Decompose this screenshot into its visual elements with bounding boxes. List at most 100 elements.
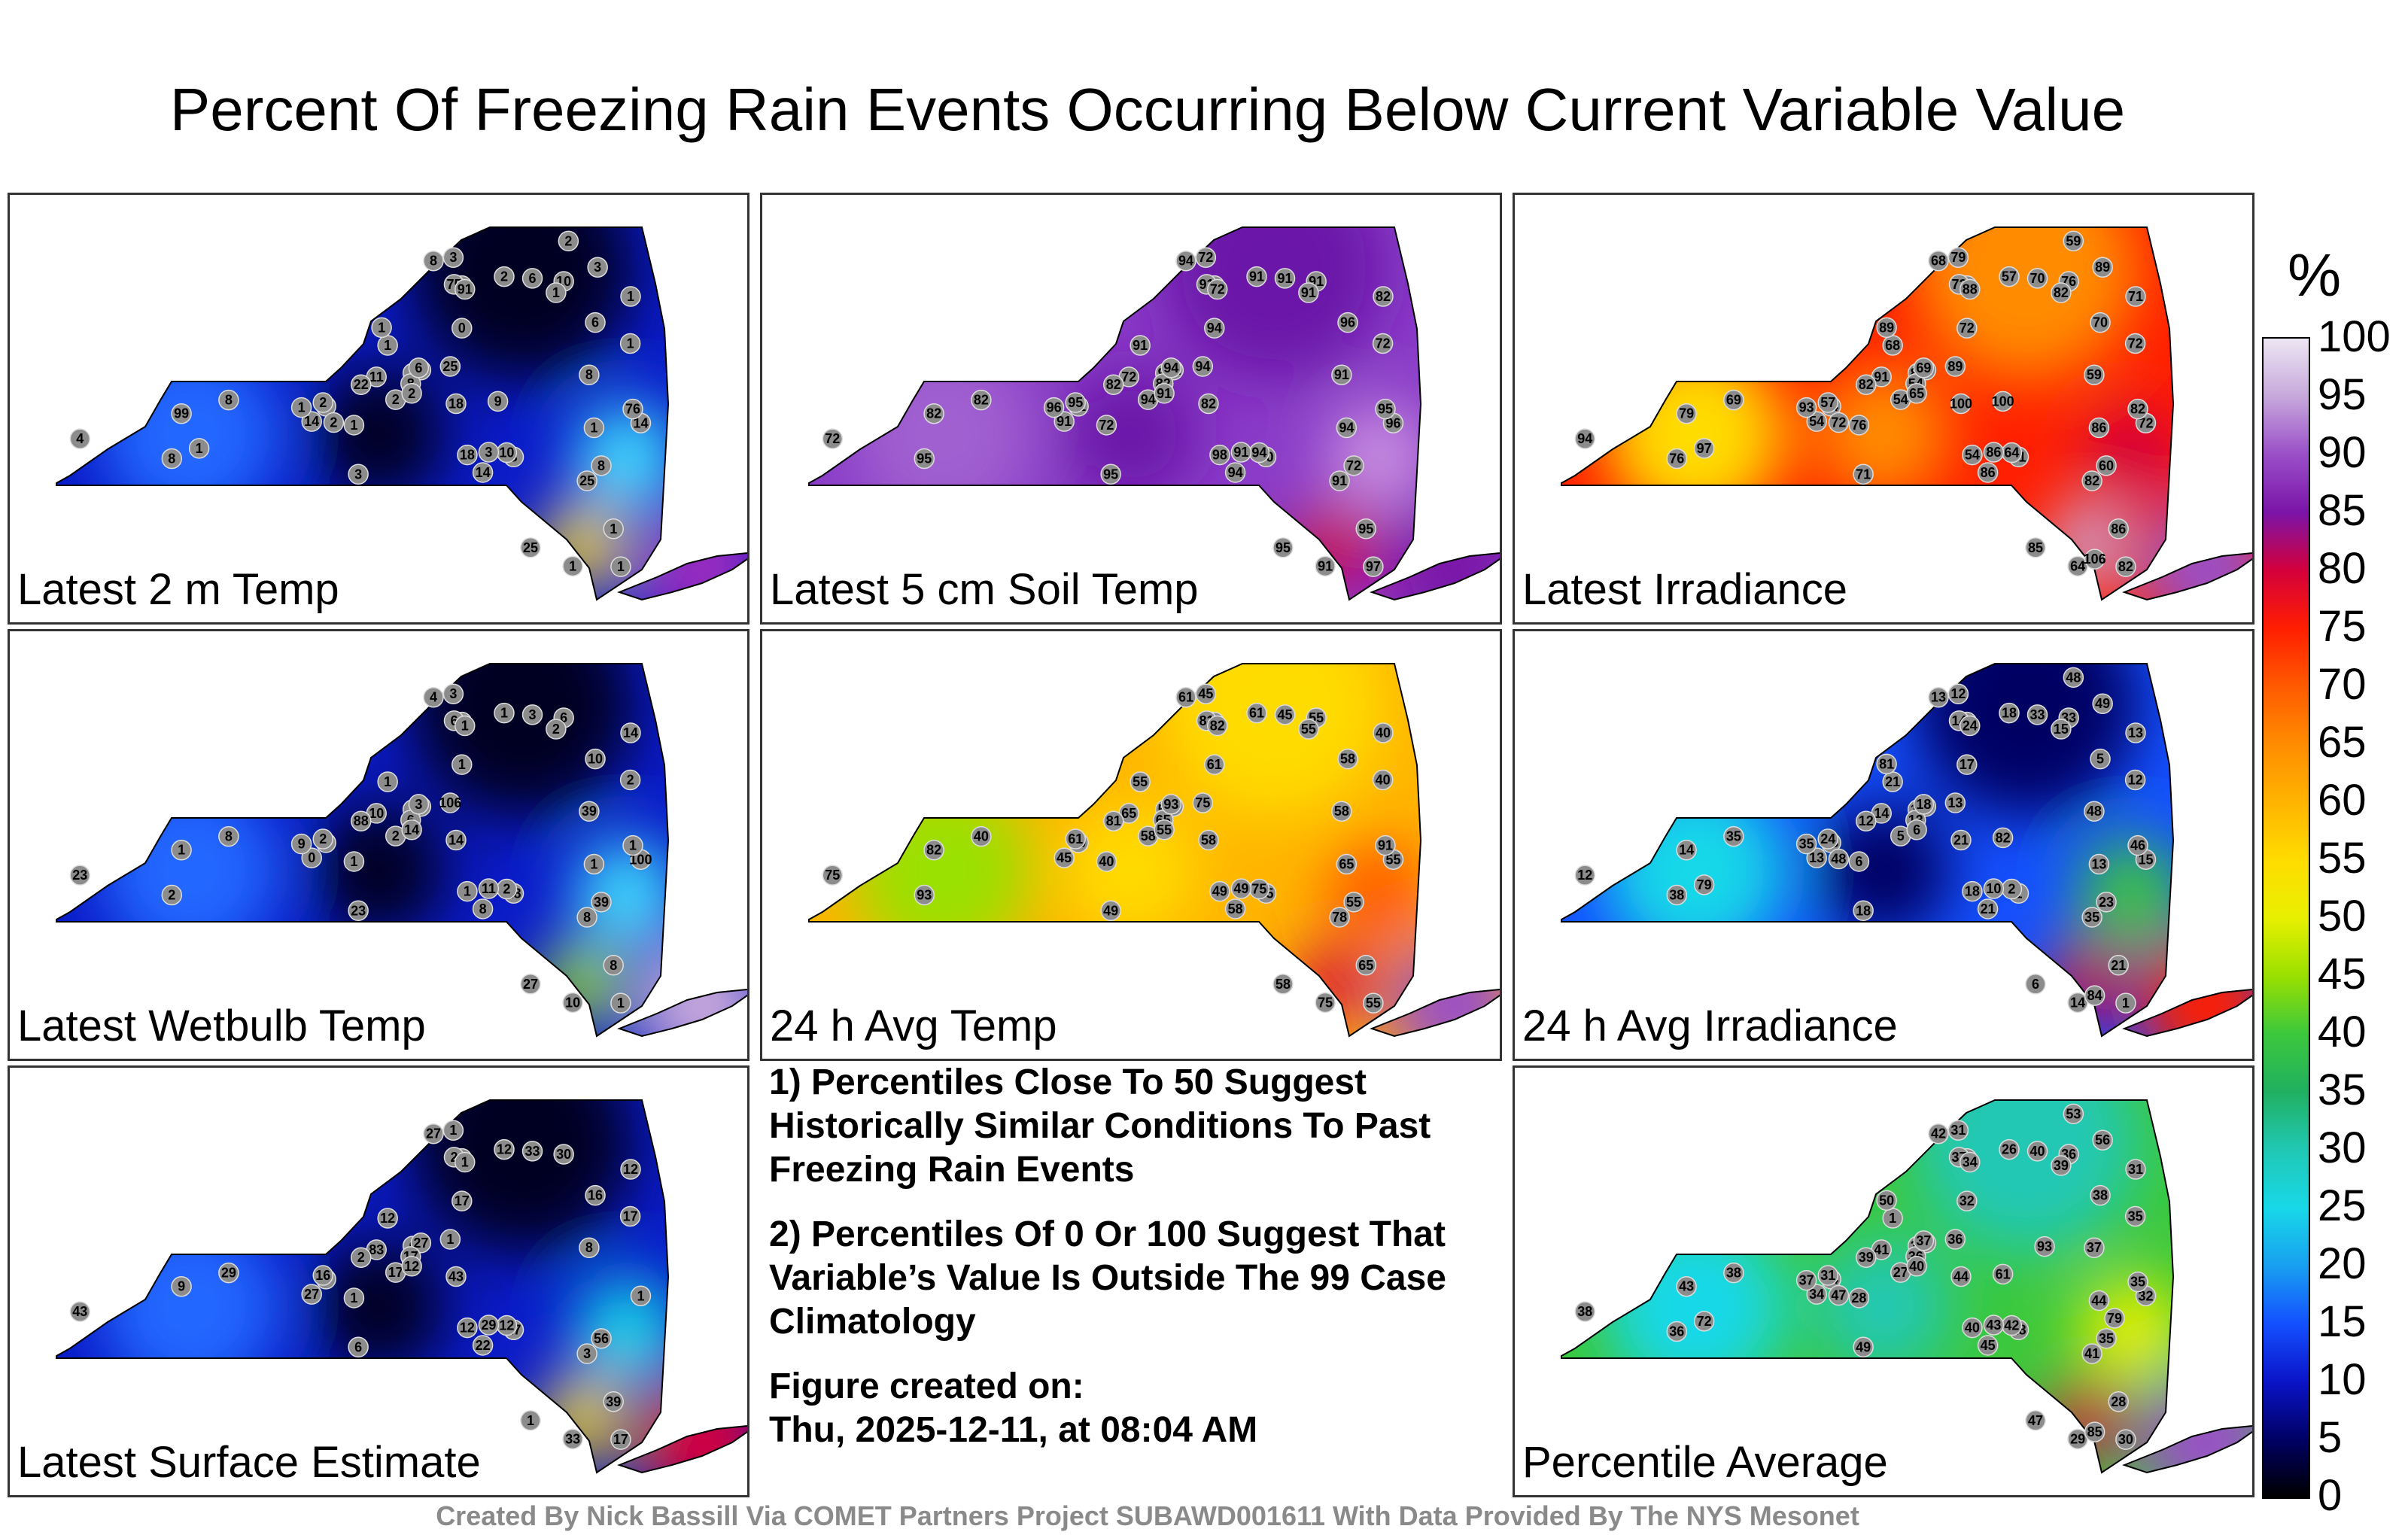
colorbar-tick: 5 — [2318, 1413, 2343, 1462]
station-value: 39 — [2054, 1158, 2069, 1173]
station-value: 48 — [2087, 804, 2102, 819]
station-value: 27 — [1893, 1265, 1908, 1280]
figure-title: Percent Of Freezing Rain Events Occurrin… — [169, 76, 2126, 143]
station-marker: 1 — [630, 1285, 652, 1307]
station-marker: 1 — [494, 702, 515, 724]
station-value: 60 — [2099, 458, 2114, 473]
station-value: 85 — [2028, 540, 2043, 555]
station-value: 25 — [523, 540, 538, 555]
station-value: 78 — [1332, 910, 1347, 925]
station-value: 15 — [2054, 722, 2069, 737]
station-marker: 75 — [822, 865, 844, 886]
station-value: 40 — [1376, 725, 1391, 740]
station-marker: 95 — [1065, 392, 1086, 413]
station-marker: 21 — [1950, 829, 1972, 851]
station-value: 57 — [2002, 269, 2017, 284]
station-value: 2 — [392, 392, 400, 407]
station-marker: 94 — [1336, 417, 1358, 439]
station-marker: 79 — [2104, 1308, 2125, 1329]
station-value: 55 — [1301, 722, 1316, 737]
station-marker: 6 — [408, 357, 430, 378]
station-marker: 6 — [1848, 851, 1870, 872]
station-marker: 1 — [442, 1120, 464, 1141]
station-value: 10 — [369, 806, 384, 821]
panel-label: Percentile Average — [1522, 1438, 1888, 1487]
station-marker: 54 — [1890, 389, 1911, 410]
station-value: 2 — [503, 882, 510, 897]
colorbar-tick: 95 — [2318, 370, 2367, 419]
station-marker: 65 — [1118, 803, 1139, 824]
station-marker: 16 — [585, 1184, 606, 1206]
station-value: 14 — [1874, 806, 1889, 821]
station-value: 82 — [2130, 402, 2145, 417]
station-marker: 17 — [619, 1205, 641, 1227]
station-value: 35 — [1726, 829, 1741, 844]
station-value: 4 — [76, 431, 84, 446]
station-marker: 106 — [439, 792, 461, 813]
station-marker: 1 — [377, 771, 398, 792]
station-value: 2 — [450, 1150, 458, 1165]
station-value: 71 — [1856, 467, 1871, 482]
station-value: 91 — [1301, 285, 1316, 300]
station-value: 12 — [1859, 813, 1874, 828]
station-value: 79 — [2107, 1311, 2122, 1326]
station-value: 8 — [225, 829, 233, 844]
station-value: 59 — [2087, 367, 2102, 382]
station-value: 38 — [1726, 1266, 1741, 1281]
station-value: 1 — [617, 995, 625, 1011]
station-value: 2 — [408, 386, 415, 401]
station-marker: 106 — [2084, 549, 2106, 570]
station-marker: 1 — [343, 415, 365, 436]
station-value: 21 — [1981, 901, 1996, 916]
station-value: 43 — [448, 1269, 464, 1284]
station-value: 6 — [415, 360, 422, 375]
station-value: 22 — [476, 1338, 491, 1353]
station-marker: 1 — [457, 880, 478, 902]
station-marker: 82 — [1992, 827, 2014, 849]
station-value: 1 — [384, 338, 391, 353]
station-marker: 94 — [1192, 356, 1214, 377]
station-value: 61 — [1996, 1266, 2011, 1281]
station-value: 27 — [304, 1287, 319, 1302]
station-marker: 72 — [822, 428, 844, 449]
station-marker: 81 — [1103, 810, 1124, 831]
station-value: 72 — [825, 431, 840, 446]
station-value: 14 — [2070, 995, 2085, 1010]
station-value: 27 — [523, 977, 538, 992]
station-marker: 76 — [1666, 448, 1688, 470]
station-value: 8 — [583, 910, 591, 925]
station-marker: 4 — [423, 686, 444, 708]
station-value: 17 — [388, 1265, 403, 1280]
station-value: 6 — [2032, 977, 2039, 992]
station-marker: 1 — [455, 715, 476, 737]
station-value: 69 — [1726, 393, 1741, 408]
station-marker: 58 — [1198, 829, 1219, 851]
station-value: 64 — [2070, 558, 2085, 573]
station-marker: 91 — [1375, 834, 1396, 856]
station-marker: 12 — [496, 1315, 518, 1336]
station-value: 91 — [458, 282, 473, 297]
station-marker: 2 — [161, 884, 183, 906]
station-marker: 13 — [1944, 792, 1966, 813]
colorbar-tick: 65 — [2318, 718, 2367, 767]
station-marker: 23 — [69, 865, 91, 886]
station-marker: 75 — [1315, 992, 1336, 1014]
station-value: 68 — [1885, 338, 1900, 353]
station-marker: 14 — [620, 722, 641, 743]
station-value: 39 — [606, 1394, 621, 1409]
station-marker: 72 — [1118, 366, 1139, 388]
station-marker: 21 — [2108, 955, 2129, 976]
station-value: 29 — [2070, 1431, 2085, 1446]
station-marker: 35 — [2127, 1271, 2148, 1293]
station-marker: 55 — [1130, 771, 1151, 792]
station-marker: 1 — [583, 853, 605, 875]
station-marker: 55 — [1343, 892, 1364, 913]
station-value: 10 — [588, 752, 603, 767]
station-marker: 72 — [1372, 333, 1394, 354]
station-marker: 41 — [2081, 1343, 2102, 1364]
station-value: 13 — [2091, 856, 2106, 871]
station-value: 2 — [2008, 882, 2015, 897]
station-value: 40 — [1909, 1259, 1924, 1274]
station-value: 97 — [1697, 441, 1712, 456]
station-value: 82 — [2084, 473, 2099, 488]
